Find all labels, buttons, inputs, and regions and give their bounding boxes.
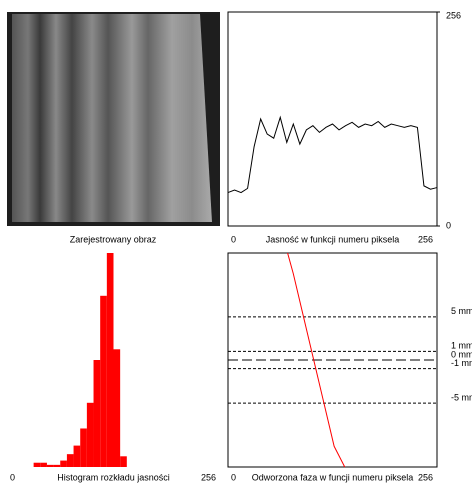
- histogram-bar: [113, 349, 121, 467]
- x-tick-label: 256: [418, 472, 433, 482]
- histogram-bar: [80, 428, 87, 467]
- histogram-bar: [33, 462, 41, 467]
- histogram-bar: [120, 456, 127, 467]
- registered-image: [12, 14, 212, 222]
- x-tick-label: 0: [231, 234, 236, 244]
- chart-title: Odworzona faza w funcji numeru piksela: [252, 472, 414, 482]
- y-tick-label: 256: [446, 10, 461, 20]
- y-tick-label: 1 mm: [451, 341, 472, 351]
- data-line: [287, 252, 346, 468]
- y-tick-label: -5 mm: [451, 393, 472, 403]
- y-tick-label: 5 mm: [451, 306, 472, 316]
- histogram-bar: [53, 464, 61, 467]
- chart-title: Jasność w funkcji numeru piksela: [266, 234, 400, 244]
- y-tick-label: 0: [446, 220, 451, 230]
- histogram-bar: [100, 295, 107, 467]
- histogram-bar: [46, 464, 54, 467]
- histogram-bar: [73, 445, 81, 467]
- data-line: [227, 115, 438, 194]
- panel-frame: [227, 11, 438, 227]
- y-tick-label: -1 mm: [451, 358, 472, 368]
- x-tick-label: 256: [418, 234, 433, 244]
- image-caption: Zarejestrowany obraz: [70, 234, 157, 244]
- histogram-bar: [86, 402, 94, 467]
- histogram-bar: [40, 462, 47, 467]
- y-tick-label: 0 mm: [451, 349, 472, 359]
- histogram-bar: [106, 253, 114, 467]
- x-tick-label: 0: [231, 472, 236, 482]
- histogram-bar: [66, 454, 74, 467]
- x-tick-label: 256: [201, 472, 216, 482]
- histogram-bar: [60, 460, 67, 467]
- chart-title: Histogram rozkładu jasności: [57, 472, 170, 482]
- x-tick-label: 0: [10, 472, 15, 482]
- histogram-bar: [93, 360, 101, 467]
